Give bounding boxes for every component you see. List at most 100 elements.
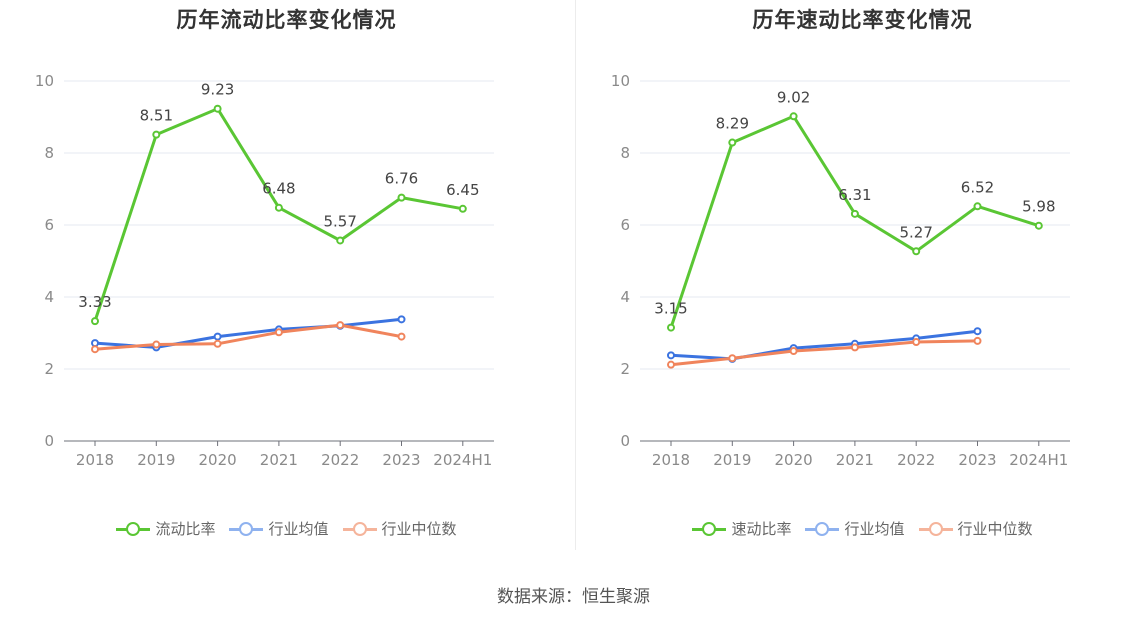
- x-tick-label: 2024H1: [433, 451, 492, 469]
- data-point: [667, 351, 675, 360]
- data-point: [91, 339, 99, 348]
- data-point: [152, 340, 161, 349]
- x-tick-label: 2021: [836, 451, 874, 469]
- legend-label: 行业均值: [844, 520, 905, 538]
- data-label: 5.98: [1022, 198, 1055, 216]
- data-point: [728, 354, 737, 363]
- quick-ratio-chart: 历年速动比率变化情况 0 2 4 6 8 10 2018 2019 2020 2021 2022 20…: [576, 0, 1147, 560]
- x-tick-label: 2018: [652, 451, 690, 469]
- data-point: [973, 336, 982, 345]
- data-point: [397, 332, 406, 341]
- series-line: [94, 323, 402, 351]
- current-ratio-plot: 0 2 4 6 8 10 2018 2019 2020 2021 2022 2023 2024H1 3.3…: [35, 72, 494, 469]
- legend-marker-icon: [692, 521, 727, 536]
- data-label: 9.02: [777, 88, 810, 106]
- legend-label: 行业均值: [268, 520, 329, 538]
- x-tick-label: 2020: [199, 451, 237, 469]
- data-point: [458, 204, 467, 213]
- data-label: 5.57: [323, 212, 356, 230]
- y-tick-label: 8: [44, 144, 54, 162]
- data-point: [213, 339, 222, 348]
- data-point: [973, 327, 982, 336]
- quick-ratio-plot: 0 2 4 6 8 10 2018 2019 2020 2021 2022 2023 2024H1 3.1…: [611, 72, 1070, 469]
- x-tick-label: 2021: [260, 451, 298, 469]
- data-point: [397, 193, 406, 202]
- legend-marker-icon: [116, 521, 151, 536]
- x-tick-label: 2024H1: [1009, 451, 1068, 469]
- legend-label: 流动比率: [155, 520, 216, 538]
- x-tick-label: 2019: [713, 451, 751, 469]
- data-point: [667, 360, 675, 369]
- data-point: [336, 236, 345, 245]
- legend-marker-icon: [918, 521, 953, 536]
- data-point: [274, 203, 283, 212]
- current-ratio-chart: 历年流动比率变化情况 0 2 4 6 8 10 2018 2019 2020 2021 2022 20…: [0, 0, 573, 560]
- legend-label: 行业中位数: [957, 520, 1033, 538]
- data-point: [1034, 221, 1043, 230]
- legend-item-industry-average[interactable]: 行业均值: [805, 518, 905, 539]
- legend-marker-icon: [342, 521, 377, 536]
- y-tick-label: 6: [620, 216, 630, 234]
- legend-item-industry-median[interactable]: 行业中位数: [342, 518, 457, 539]
- data-point: [912, 247, 921, 256]
- data-point: [336, 321, 345, 330]
- chart-title: 历年速动比率变化情况: [752, 8, 973, 32]
- data-point: [152, 130, 161, 139]
- y-tick-label: 8: [620, 144, 630, 162]
- data-point: [213, 104, 222, 113]
- data-point: [274, 328, 283, 337]
- series-line: [669, 114, 1040, 329]
- data-label: 6.48: [262, 180, 295, 198]
- y-tick-label: 2: [44, 360, 54, 378]
- data-label: 5.27: [899, 223, 932, 241]
- legend-item-quick-ratio[interactable]: 速动比率: [692, 518, 791, 539]
- data-label: 6.76: [385, 170, 418, 188]
- data-label: 3.15: [654, 300, 687, 318]
- legend-item-current-ratio[interactable]: 流动比率: [116, 518, 215, 539]
- x-tick-label: 2023: [382, 451, 420, 469]
- y-tick-label: 4: [620, 288, 630, 306]
- data-label: 6.31: [838, 186, 871, 204]
- x-tick-label: 2022: [897, 451, 935, 469]
- series-line: [93, 107, 464, 322]
- x-tick-label: 2023: [958, 451, 996, 469]
- data-point: [850, 209, 859, 218]
- legend-item-industry-median[interactable]: 行业中位数: [918, 518, 1033, 539]
- x-tick-label: 2022: [321, 451, 359, 469]
- series-line: [94, 317, 402, 349]
- x-tick-label: 2018: [76, 451, 114, 469]
- y-tick-label: 4: [44, 288, 54, 306]
- data-label: 9.23: [201, 81, 234, 99]
- y-tick-label: 10: [35, 72, 54, 90]
- y-tick-label: 0: [620, 432, 630, 450]
- series-line: [670, 339, 978, 367]
- data-point: [667, 323, 675, 332]
- x-tick-label: 2019: [137, 451, 175, 469]
- x-tick-label: 2020: [775, 451, 813, 469]
- data-point: [728, 138, 737, 147]
- data-point: [91, 317, 99, 326]
- y-tick-label: 10: [611, 72, 630, 90]
- data-label: 6.52: [961, 178, 994, 196]
- data-point: [850, 343, 859, 352]
- chart-title: 历年流动比率变化情况: [176, 8, 397, 32]
- legend-marker-icon: [229, 521, 264, 536]
- data-point: [789, 347, 798, 355]
- legend-marker-icon: [805, 521, 840, 536]
- data-point: [789, 112, 798, 121]
- data-source-note: 数据来源：恒生聚源: [497, 587, 650, 607]
- data-point: [973, 202, 982, 211]
- legend-label: 速动比率: [731, 520, 792, 538]
- data-label: 6.45: [446, 181, 479, 199]
- y-tick-label: 6: [44, 216, 54, 234]
- data-point: [397, 315, 406, 324]
- y-tick-label: 0: [44, 432, 54, 450]
- legend-item-industry-average[interactable]: 行业均值: [229, 518, 329, 539]
- data-point: [91, 345, 99, 354]
- data-label: 8.51: [140, 107, 173, 125]
- legend-label: 行业中位数: [381, 520, 457, 538]
- data-point: [912, 338, 921, 346]
- y-tick-label: 2: [620, 360, 630, 378]
- series-line: [670, 329, 978, 361]
- data-point: [213, 332, 222, 341]
